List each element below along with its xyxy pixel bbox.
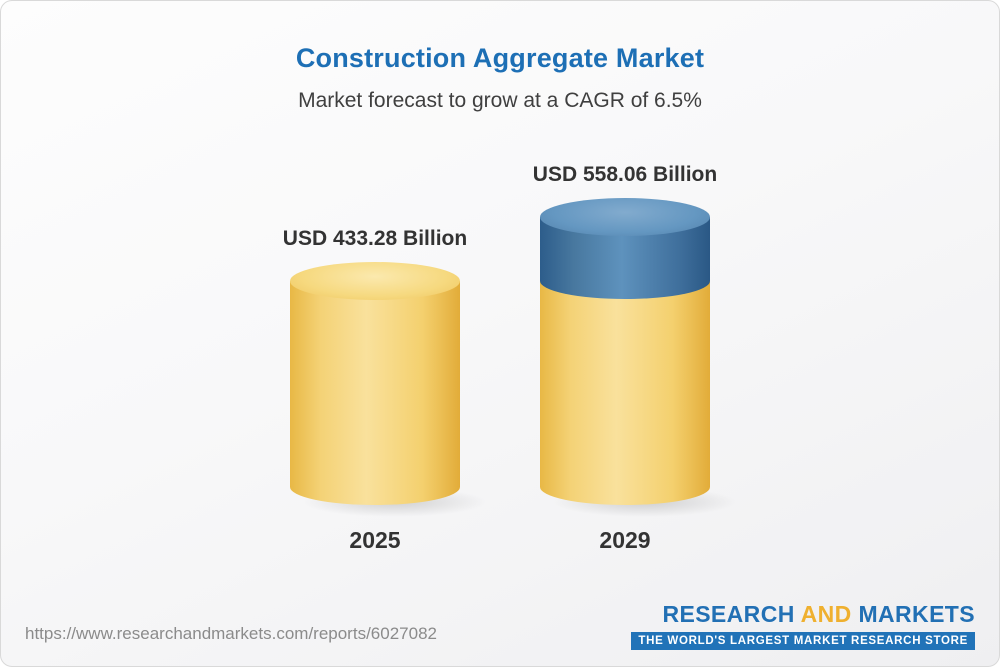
category-label-2029: 2029 <box>599 527 651 553</box>
value-label-2029: USD 558.06 Billion <box>532 163 718 186</box>
bar-2025-body <box>290 281 460 505</box>
chart-subtitle: Market forecast to grow at a CAGR of 6.5… <box>298 89 702 112</box>
chart-title: Construction Aggregate Market <box>295 43 705 73</box>
brand-logo-name: RESEARCH AND MARKETS <box>662 601 975 628</box>
category-label-2025: 2025 <box>349 527 401 553</box>
value-label-2025: USD 433.28 Billion <box>282 227 468 250</box>
bar-2029 <box>540 198 737 517</box>
bar-2025 <box>290 262 487 517</box>
brand-logo-and: AND <box>800 601 852 627</box>
bar-chart: USD 433.28 Billion 2025 USD 558.06 Billi… <box>1 163 999 554</box>
brand-tagline: THE WORLD'S LARGEST MARKET RESEARCH STOR… <box>631 632 975 650</box>
bar-2025-top-cap <box>290 262 460 300</box>
brand-logo-research: RESEARCH <box>662 601 801 627</box>
bar-2029-top-cap <box>540 198 710 236</box>
brand-logo: RESEARCH AND MARKETS THE WORLD'S LARGEST… <box>631 601 975 650</box>
report-url: https://www.researchandmarkets.com/repor… <box>25 624 437 643</box>
bar-group-2029: USD 558.06 Billion 2029 <box>533 163 737 554</box>
bar-group-2025: USD 433.28 Billion 2025 <box>283 227 487 554</box>
brand-logo-markets: MARKETS <box>851 601 975 627</box>
